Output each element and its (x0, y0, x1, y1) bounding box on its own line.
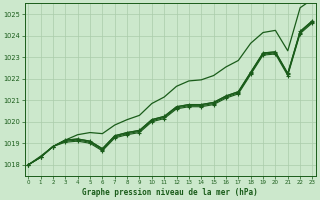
X-axis label: Graphe pression niveau de la mer (hPa): Graphe pression niveau de la mer (hPa) (83, 188, 258, 197)
